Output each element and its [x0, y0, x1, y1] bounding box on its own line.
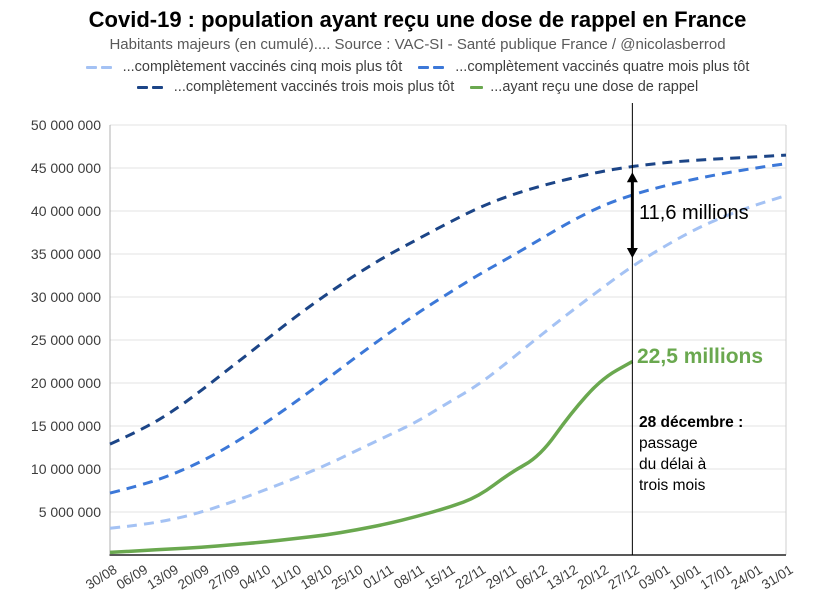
page-subtitle: Habitants majeurs (en cumulé).... Source… [109, 36, 726, 53]
x-tick-label: 29/11 [483, 562, 519, 592]
annotation-note-line: du délai à [639, 456, 707, 473]
series-line-2 [109, 153, 787, 446]
y-tick-label: 5 000 000 [39, 504, 101, 520]
annotation-note-line: passage [639, 435, 698, 452]
legend-label: ...complètement vaccinés trois mois plus… [173, 79, 455, 95]
dashed-line-icon [85, 66, 116, 69]
x-tick-label: 11/10 [268, 562, 304, 592]
x-tick-label: 13/12 [544, 562, 581, 593]
chart-legend: ...complètement vaccinés cinq mois plus … [0, 58, 835, 97]
annotation-booster-total-label: 22,5 millions [637, 345, 764, 368]
annotation-note-line: trois mois [639, 477, 706, 494]
x-tick-label: 15/11 [422, 562, 458, 592]
y-tick-label: 20 000 000 [31, 375, 101, 391]
legend-item-quatre-mois: ...complètement vaccinés quatre mois plu… [418, 58, 749, 77]
x-tick-label: 18/10 [298, 562, 335, 593]
y-tick-label: 40 000 000 [31, 203, 101, 219]
series-line-3 [109, 359, 634, 555]
x-tick-label: 20/09 [175, 562, 212, 593]
page-title: Covid-19 : population ayant reçu une dos… [88, 7, 747, 32]
x-tick-label: 06/09 [114, 562, 151, 593]
dashed-line-icon [418, 66, 448, 69]
x-tick-label: 31/01 [759, 562, 796, 593]
legend-label: ...complètement vaccinés cinq mois plus … [122, 59, 403, 75]
arrow-head-down-icon [626, 248, 638, 259]
legend-label: ...ayant reçu une dose de rappel [490, 79, 699, 95]
x-tick-label: 25/10 [329, 562, 366, 593]
x-tick-label: 01/11 [360, 562, 396, 592]
arrow-head-up-icon [626, 172, 638, 183]
y-tick-label: 45 000 000 [31, 160, 101, 176]
legend-item-cinq-mois: ...complètement vaccinés cinq mois plus … [85, 58, 403, 77]
dashed-line-icon [136, 86, 167, 89]
y-tick-label: 10 000 000 [31, 461, 101, 477]
x-tick-label: 06/12 [513, 562, 550, 593]
y-tick-label: 35 000 000 [31, 246, 101, 262]
y-tick-label: 25 000 000 [31, 332, 101, 348]
x-tick-label: 08/11 [391, 562, 427, 592]
legend-label: ...complètement vaccinés quatre mois plu… [455, 59, 750, 75]
solid-line-icon [470, 86, 484, 89]
x-tick-label: 22/11 [453, 562, 489, 592]
y-tick-label: 30 000 000 [31, 289, 101, 305]
y-tick-label: 15 000 000 [31, 418, 101, 434]
x-tick-label: 10/01 [667, 562, 704, 593]
legend-item-rappel: ...ayant reçu une dose de rappel [470, 78, 698, 97]
annotation-note: 28 décembre : passage du délai à trois m… [639, 412, 743, 496]
annotation-delta-label: 11,6 millions [639, 202, 749, 224]
x-tick-label: 27/09 [206, 562, 243, 593]
x-tick-label: 17/01 [698, 562, 735, 593]
x-tick-label: 24/01 [728, 562, 765, 593]
x-tick-label: 03/01 [636, 562, 673, 593]
x-tick-label: 30/08 [83, 562, 120, 593]
x-tick-label: 27/12 [605, 562, 642, 593]
x-tick-label: 20/12 [575, 562, 612, 593]
legend-item-trois-mois: ...complètement vaccinés trois mois plus… [136, 78, 455, 97]
x-tick-label: 13/09 [144, 562, 181, 593]
x-tick-label: 04/10 [237, 562, 274, 593]
annotation-note-heading: 28 décembre : [639, 414, 744, 431]
y-tick-label: 50 000 000 [31, 117, 101, 133]
